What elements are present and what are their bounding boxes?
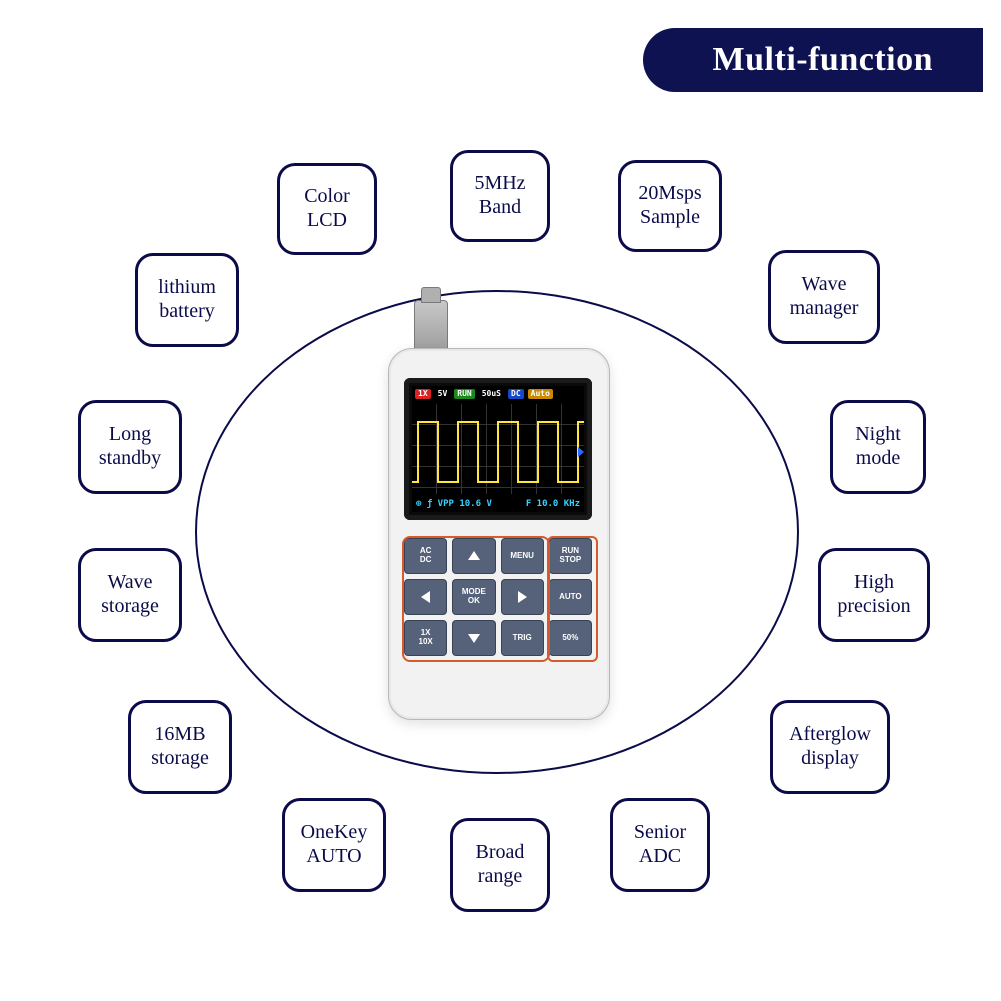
device-keypad: AC DC MENURUN STOP MODE OK AUTO 1X 10X TRIG50… bbox=[404, 538, 592, 656]
feature-box: Afterglow display bbox=[770, 700, 890, 794]
infographic-stage: Multi-function Color LCD 5MHz Band 20Msps … bbox=[0, 0, 1001, 1001]
feature-label: Long standby bbox=[99, 423, 161, 470]
feature-label: Wave manager bbox=[790, 273, 859, 320]
feature-box: Color LCD bbox=[277, 163, 377, 255]
device-screen: 1X 5VRUN 50uS DC Auto ⊕ ƒ VPP 10.6 V F 10.0 … bbox=[404, 378, 592, 520]
device-key[interactable]: AUTO bbox=[549, 579, 592, 615]
status-tag: DC bbox=[508, 389, 524, 399]
screen-readout-bar: ⊕ ƒ VPP 10.6 V F 10.0 KHz bbox=[412, 496, 584, 512]
feature-box: Senior ADC bbox=[610, 798, 710, 892]
feature-label: Color LCD bbox=[304, 185, 350, 232]
screen-status-bar: 1X 5VRUN 50uS DC Auto bbox=[412, 386, 584, 402]
device-key[interactable]: TRIG bbox=[501, 620, 544, 656]
feature-box: Wave storage bbox=[78, 548, 182, 642]
feature-label: 20Msps Sample bbox=[638, 182, 701, 229]
feature-box: Wave manager bbox=[768, 250, 880, 344]
title-pill: Multi-function bbox=[643, 28, 983, 92]
arrow-right-key[interactable] bbox=[501, 579, 544, 615]
device-key[interactable]: AC DC bbox=[404, 538, 447, 574]
feature-box: OneKey AUTO bbox=[282, 798, 386, 892]
feature-label: lithium battery bbox=[158, 276, 216, 323]
status-tag: 1X bbox=[415, 389, 431, 399]
device-key[interactable]: MENU bbox=[501, 538, 544, 574]
feature-box: Broad range bbox=[450, 818, 550, 912]
feature-box: lithium battery bbox=[135, 253, 239, 347]
feature-label: Night mode bbox=[855, 423, 901, 470]
status-tag: 5V bbox=[435, 389, 451, 399]
waveform-area bbox=[412, 404, 584, 494]
device-key[interactable]: 1X 10X bbox=[404, 620, 447, 656]
arrow-up-key[interactable] bbox=[452, 538, 495, 574]
arrow-left-key[interactable] bbox=[404, 579, 447, 615]
feature-box: 5MHz Band bbox=[450, 150, 550, 242]
device-key[interactable]: RUN STOP bbox=[549, 538, 592, 574]
feature-box: 20Msps Sample bbox=[618, 160, 722, 252]
status-tag: Auto bbox=[528, 389, 553, 399]
feature-label: Afterglow display bbox=[789, 723, 871, 770]
device-key[interactable]: MODE OK bbox=[452, 579, 495, 615]
feature-label: Wave storage bbox=[101, 571, 159, 618]
feature-label: 16MB storage bbox=[151, 723, 209, 770]
feature-label: Senior ADC bbox=[634, 821, 686, 868]
device-key[interactable]: 50% bbox=[549, 620, 592, 656]
readout-right: F 10.0 KHz bbox=[526, 500, 580, 509]
feature-box: 16MB storage bbox=[128, 700, 232, 794]
feature-label: High precision bbox=[837, 571, 910, 618]
status-tag: RUN bbox=[454, 389, 474, 399]
readout-left: ⊕ ƒ VPP 10.6 V bbox=[416, 500, 492, 509]
feature-label: Broad range bbox=[476, 841, 525, 888]
feature-label: 5MHz Band bbox=[474, 172, 525, 219]
arrow-down-key[interactable] bbox=[452, 620, 495, 656]
title-text: Multi-function bbox=[713, 41, 933, 79]
status-tag: 50uS bbox=[479, 389, 504, 399]
feature-label: OneKey AUTO bbox=[301, 821, 368, 868]
feature-box: High precision bbox=[818, 548, 930, 642]
feature-box: Night mode bbox=[830, 400, 926, 494]
feature-box: Long standby bbox=[78, 400, 182, 494]
screen-inner: 1X 5VRUN 50uS DC Auto ⊕ ƒ VPP 10.6 V F 10.0 … bbox=[412, 386, 584, 512]
